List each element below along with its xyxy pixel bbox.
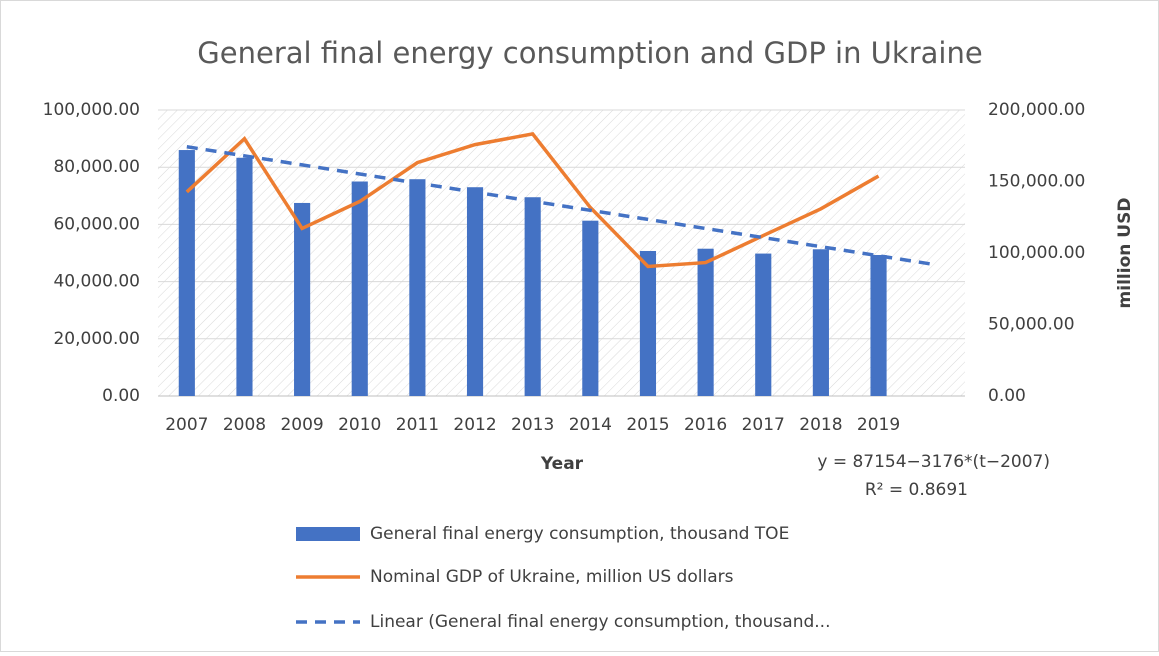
y2-tick-label: 0.00: [988, 386, 1026, 406]
bar: [755, 253, 772, 396]
x-tick-label: 2009: [280, 415, 323, 435]
trend-line: [186, 145, 937, 267]
legend-label: Nominal GDP of Ukraine, million US dolla…: [370, 567, 734, 587]
y-tick-label: 40,000.00: [53, 272, 140, 292]
x-tick-label: 2019: [857, 415, 900, 435]
x-tick-label: 2017: [742, 415, 785, 435]
x-tick-label: 2015: [626, 415, 669, 435]
x-tick-label: 2012: [453, 415, 496, 435]
x-tick-label: 2010: [338, 415, 381, 435]
y2-axis-label: million USD: [1115, 198, 1135, 309]
x-axis-label: Year: [540, 454, 584, 474]
bar: [524, 197, 541, 396]
x-tick-label: 2018: [799, 415, 842, 435]
y2-tick-label: 200,000.00: [988, 100, 1085, 120]
y-tick-label: 60,000.00: [53, 214, 140, 234]
legend-label: General final energy consumption, thousa…: [370, 524, 789, 544]
y-tick-label: 80,000.00: [53, 157, 140, 177]
line: [185, 131, 880, 269]
legend-swatch: [296, 527, 360, 541]
bar: [409, 179, 426, 396]
x-tick-label: 2016: [684, 415, 727, 435]
legend-label: Linear (General final energy consumption…: [370, 612, 830, 632]
bar: [294, 202, 311, 396]
y-tick-label: 20,000.00: [53, 329, 140, 349]
bar: [466, 187, 484, 396]
x-tick-label: 2013: [511, 415, 554, 435]
x-tick-label: 2014: [569, 415, 612, 435]
bar: [351, 181, 368, 396]
bar: [870, 255, 887, 396]
y-tick-label: 100,000.00: [43, 100, 140, 120]
bar: [697, 248, 714, 396]
plot-area: [158, 110, 965, 396]
x-tick-label: 2011: [396, 415, 439, 435]
bar: [582, 220, 599, 396]
y2-tick-label: 50,000.00: [988, 315, 1075, 335]
annotation: y = 87154−3176*(t−2007): [817, 452, 1050, 472]
y2-tick-label: 150,000.00: [988, 172, 1085, 192]
y2-tick-label: 100,000.00: [988, 243, 1085, 263]
x-tick-label: 2008: [223, 415, 266, 435]
annotation: R² = 0.8691: [865, 480, 968, 500]
chart-title: General final energy consumption and GDP…: [197, 36, 982, 70]
y-tick-label: 0.00: [102, 386, 140, 406]
bar: [639, 250, 657, 396]
bar: [178, 150, 195, 396]
bar: [236, 157, 253, 396]
x-tick-label: 2007: [165, 415, 208, 435]
bar: [812, 249, 829, 396]
